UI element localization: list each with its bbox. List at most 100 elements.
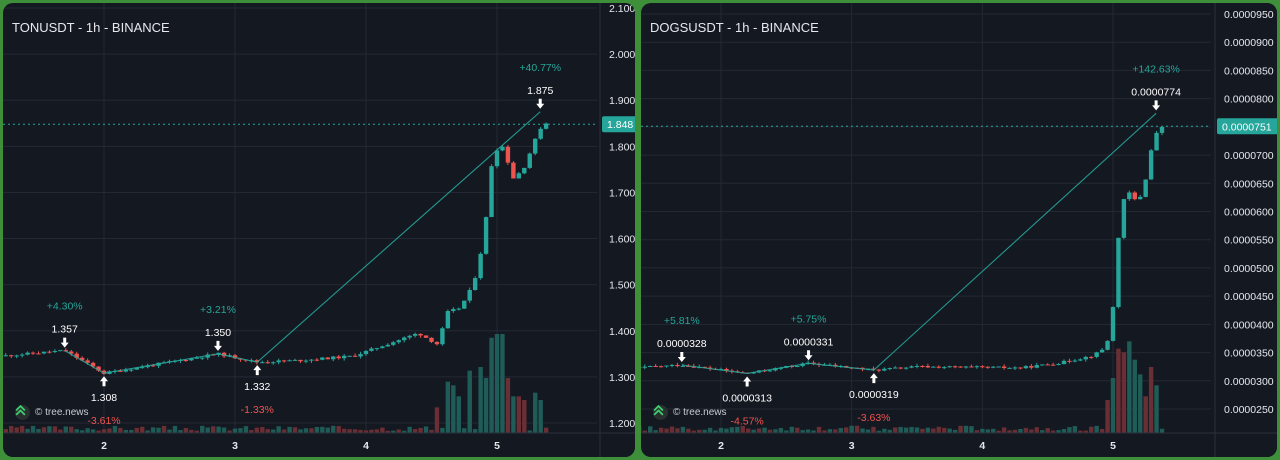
- candle-body: [942, 367, 947, 369]
- volume-bar: [129, 429, 134, 433]
- volume-bar: [909, 426, 914, 433]
- swing-price-label: 1.308: [91, 392, 117, 404]
- volume-bar: [483, 378, 489, 433]
- candle-body: [1040, 364, 1045, 366]
- candle-body: [385, 344, 391, 347]
- watermark: © tree.news: [15, 405, 89, 420]
- volume-bar: [347, 429, 352, 433]
- volume-bar: [936, 426, 941, 433]
- volume-bar: [767, 429, 773, 433]
- volume-bar: [811, 430, 816, 433]
- candle: [887, 367, 892, 371]
- candle: [958, 366, 963, 368]
- y-tick-label: 0.0000800: [1224, 94, 1274, 106]
- volume-bar: [423, 426, 429, 433]
- candle-body: [1159, 127, 1165, 133]
- x-tick-label: 5: [1110, 440, 1116, 452]
- volume-bar: [974, 430, 980, 433]
- swing-price-label: 1.875: [527, 85, 553, 97]
- volume-bar: [96, 430, 101, 433]
- swing-percent-label: +142.63%: [1132, 63, 1180, 75]
- volume-bar: [210, 426, 216, 433]
- volume-bar: [996, 430, 1001, 433]
- candle: [402, 336, 407, 343]
- volume-bar: [52, 426, 58, 433]
- volume-bar: [402, 430, 407, 433]
- volume-bar: [200, 425, 205, 433]
- swing-percent-label: -1.33%: [241, 404, 274, 416]
- volume-bar: [1116, 348, 1121, 433]
- candle-body: [522, 167, 527, 174]
- volume-bar: [903, 427, 909, 433]
- volume-bar: [822, 430, 827, 433]
- volume-bar: [1050, 430, 1056, 433]
- tonusdt-chart-canvas[interactable]: 1.357 +4.30% 1.308 -3.61% 1.350 +3.21% 1.332 -1…: [3, 3, 635, 457]
- volume-bar: [865, 429, 871, 433]
- candle-body: [1138, 196, 1143, 200]
- volume-bar: [740, 425, 745, 433]
- candle: [516, 171, 522, 179]
- candle-body: [963, 366, 969, 368]
- candle-body: [1143, 179, 1148, 197]
- arrow-up-icon: [100, 376, 108, 387]
- candle-body: [320, 357, 325, 360]
- volume-bar: [697, 429, 702, 433]
- volume-bar: [991, 428, 996, 433]
- candle: [876, 368, 882, 373]
- annotations: 1.357 +4.30% 1.308 -3.61% 1.350 +3.21% 1.332 -1…: [47, 62, 561, 427]
- volume-bar: [336, 426, 341, 433]
- candle-body: [680, 365, 686, 367]
- volume-bar: [25, 428, 30, 433]
- volume-bar: [123, 429, 129, 433]
- volume-bar: [63, 426, 68, 433]
- candle: [527, 152, 532, 169]
- candle: [418, 333, 423, 338]
- candle: [1078, 358, 1083, 362]
- candle-body: [90, 362, 96, 367]
- candle: [1154, 130, 1159, 151]
- candle-body: [527, 153, 532, 168]
- swing-annotation: 0.0000774 +142.63%: [1131, 63, 1181, 111]
- y-tick-label: 1.500: [609, 280, 635, 292]
- volume-bar: [494, 334, 500, 433]
- chart-title: DOGSUSDT - 1h - BINANCE: [650, 20, 819, 35]
- candle: [58, 350, 63, 352]
- candle-body: [140, 367, 145, 369]
- candle-body: [363, 350, 369, 355]
- candle-body: [876, 369, 882, 371]
- volume-bar: [658, 427, 664, 433]
- volume-bar: [1023, 427, 1029, 433]
- candle: [985, 366, 990, 369]
- candle: [451, 307, 456, 313]
- candle-body: [189, 358, 194, 361]
- candle: [1072, 358, 1078, 363]
- volume-bar: [79, 430, 85, 433]
- candle: [47, 350, 52, 354]
- candle: [1099, 347, 1105, 353]
- candle: [287, 359, 292, 362]
- candle-body: [533, 138, 538, 154]
- candle-body: [14, 355, 19, 357]
- candle-body: [374, 348, 380, 350]
- candle: [74, 351, 79, 360]
- dogsusdt-chart-canvas[interactable]: 0.0000328 +5.81% 0.0000313 -4.57% 0.0000331 +…: [641, 3, 1277, 457]
- price-axis-background: [600, 3, 635, 457]
- volume-bar: [641, 425, 642, 433]
- candle-body: [648, 366, 653, 368]
- volume-bar: [478, 367, 483, 433]
- candle-body: [664, 365, 669, 367]
- candle-body: [1105, 340, 1110, 350]
- candle: [969, 364, 974, 368]
- candle: [303, 359, 309, 364]
- volume-bar: [849, 425, 854, 433]
- volume-bar: [396, 429, 401, 433]
- volume-bar: [134, 427, 139, 433]
- swing-percent-label: +40.77%: [519, 62, 561, 74]
- candles: [641, 126, 1165, 374]
- candle: [489, 164, 494, 218]
- candle: [271, 361, 276, 365]
- candle-body: [1045, 364, 1050, 366]
- swing-annotation: 1.357 +4.30%: [47, 301, 83, 348]
- volume-bar: [150, 427, 156, 433]
- arrow-down-icon: [677, 351, 686, 362]
